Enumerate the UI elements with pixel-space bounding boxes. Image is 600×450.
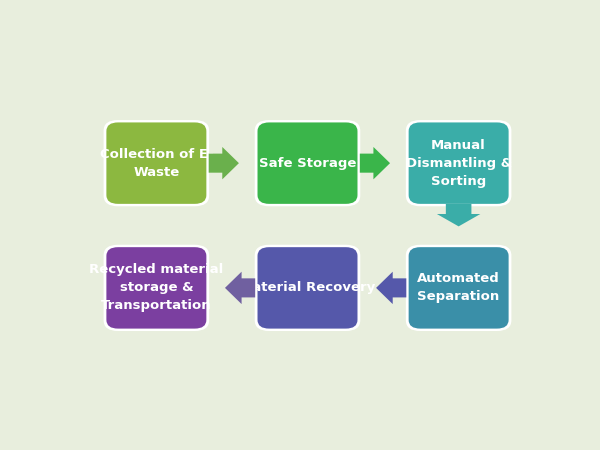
FancyBboxPatch shape	[409, 247, 509, 328]
FancyBboxPatch shape	[104, 120, 209, 206]
FancyBboxPatch shape	[406, 245, 511, 331]
Polygon shape	[376, 272, 406, 304]
Text: Recycled material
storage &
Transportation: Recycled material storage & Transportati…	[89, 263, 223, 312]
FancyBboxPatch shape	[257, 247, 358, 328]
FancyBboxPatch shape	[409, 122, 509, 204]
Text: Automated
Separation: Automated Separation	[417, 272, 500, 303]
FancyBboxPatch shape	[106, 122, 206, 204]
Polygon shape	[209, 147, 239, 180]
FancyBboxPatch shape	[255, 120, 360, 206]
FancyBboxPatch shape	[104, 245, 209, 331]
FancyBboxPatch shape	[255, 245, 360, 331]
FancyBboxPatch shape	[106, 247, 206, 328]
Polygon shape	[225, 272, 255, 304]
FancyBboxPatch shape	[257, 122, 358, 204]
FancyBboxPatch shape	[406, 120, 511, 206]
Polygon shape	[437, 204, 481, 226]
Text: Safe Storage: Safe Storage	[259, 157, 356, 170]
Text: Material Recovery: Material Recovery	[239, 281, 376, 294]
Text: Manual
Dismantling &
Sorting: Manual Dismantling & Sorting	[406, 139, 512, 188]
Polygon shape	[360, 147, 390, 180]
Text: Collection of E-
Waste: Collection of E- Waste	[100, 148, 213, 179]
